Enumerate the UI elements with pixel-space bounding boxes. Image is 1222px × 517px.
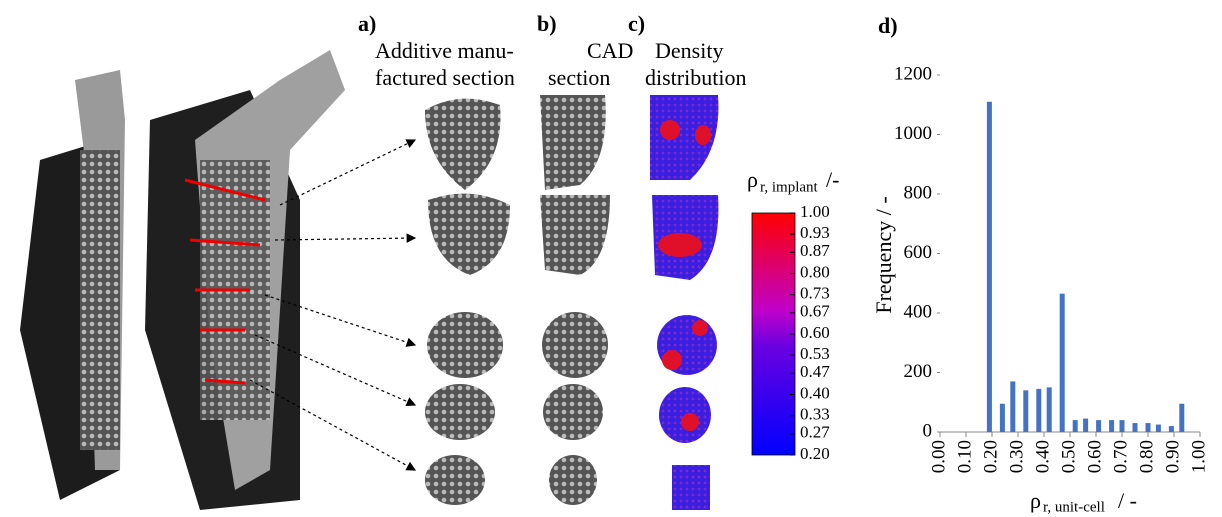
colorbar-symbol: ρ	[747, 167, 758, 192]
bar	[1036, 388, 1042, 432]
colorbar-tick-label: 0.20	[800, 444, 830, 463]
bar	[999, 403, 1005, 432]
bar	[1010, 381, 1016, 432]
panel-title: section	[548, 65, 610, 90]
panel-title: Density	[655, 38, 723, 63]
panel-title: factured section	[375, 65, 515, 90]
colorbar-tick-label: 0.47	[800, 362, 830, 381]
bar	[1109, 420, 1115, 432]
bar	[1059, 293, 1065, 432]
colorbar-tick-label: 0.93	[800, 223, 830, 242]
x-tick-label: 0.40	[1032, 440, 1053, 473]
colorbar-tick-label: 0.87	[800, 241, 830, 260]
panel-label: b)	[537, 11, 557, 36]
bar	[1132, 423, 1138, 432]
implant-photos	[20, 50, 417, 510]
colorbar-tick-label: 0.33	[800, 405, 830, 424]
bar	[1168, 426, 1174, 432]
x-axis-unit: / -	[1118, 488, 1137, 513]
bar	[1072, 420, 1078, 432]
colorbar-tick-label: 0.73	[800, 284, 830, 303]
x-tick-label: 0.80	[1136, 440, 1157, 473]
bar	[1179, 403, 1185, 432]
x-axis-symbol: ρ	[1030, 488, 1041, 513]
colorbar-tick-label: 1.00	[800, 202, 830, 221]
y-tick-label: 1200	[894, 63, 932, 84]
colorbar-tick-label: 0.53	[800, 344, 830, 363]
bar	[1155, 424, 1161, 432]
x-tick-label: 0.60	[1084, 440, 1105, 473]
colorbar-tick-label: 0.67	[800, 302, 830, 321]
y-axis-label: Frequency / -	[871, 196, 896, 313]
y-tick-label: 1000	[894, 123, 932, 144]
colorbar-unit: /-	[826, 167, 839, 192]
panel-label: c)	[628, 11, 645, 36]
colorbar	[751, 212, 796, 456]
bar	[1119, 420, 1125, 432]
x-axis-subscript: r, unit-cell	[1043, 499, 1105, 515]
x-tick-label: 0.20	[980, 440, 1001, 473]
panel-title: CAD	[587, 38, 633, 63]
bar	[1046, 387, 1052, 432]
colorbar-subscript: r, implant	[760, 179, 819, 195]
y-tick-label: 0	[923, 420, 933, 441]
y-tick-label: 800	[904, 182, 933, 203]
x-tick-label: 1.00	[1188, 440, 1209, 473]
x-tick-label: 0.50	[1058, 440, 1079, 473]
colorbar-tick-label: 0.80	[800, 262, 830, 281]
bar	[1145, 423, 1151, 432]
bar	[1083, 418, 1089, 432]
colorbar-tick-label: 0.60	[800, 323, 830, 342]
x-tick-label: 0.00	[928, 440, 949, 473]
panel-title: Additive manu-	[375, 38, 514, 63]
bar	[986, 101, 992, 433]
y-tick-label: 600	[904, 242, 933, 263]
y-tick-label: 400	[904, 301, 933, 322]
panel-label: a)	[358, 11, 376, 36]
x-tick-label: 0.90	[1162, 440, 1183, 473]
x-tick-label: 0.30	[1006, 440, 1027, 473]
colorbar-tick-label: 0.27	[800, 423, 830, 442]
x-tick-label: 0.10	[954, 440, 975, 473]
section-images	[425, 95, 719, 510]
y-tick-label: 200	[904, 361, 933, 382]
bar	[1023, 390, 1029, 432]
colorbar-tick-label: 0.40	[800, 383, 830, 402]
x-tick-label: 0.70	[1110, 440, 1131, 473]
panel-label: d)	[878, 13, 898, 38]
panel-title: distribution	[645, 65, 746, 90]
bar	[1096, 420, 1102, 432]
